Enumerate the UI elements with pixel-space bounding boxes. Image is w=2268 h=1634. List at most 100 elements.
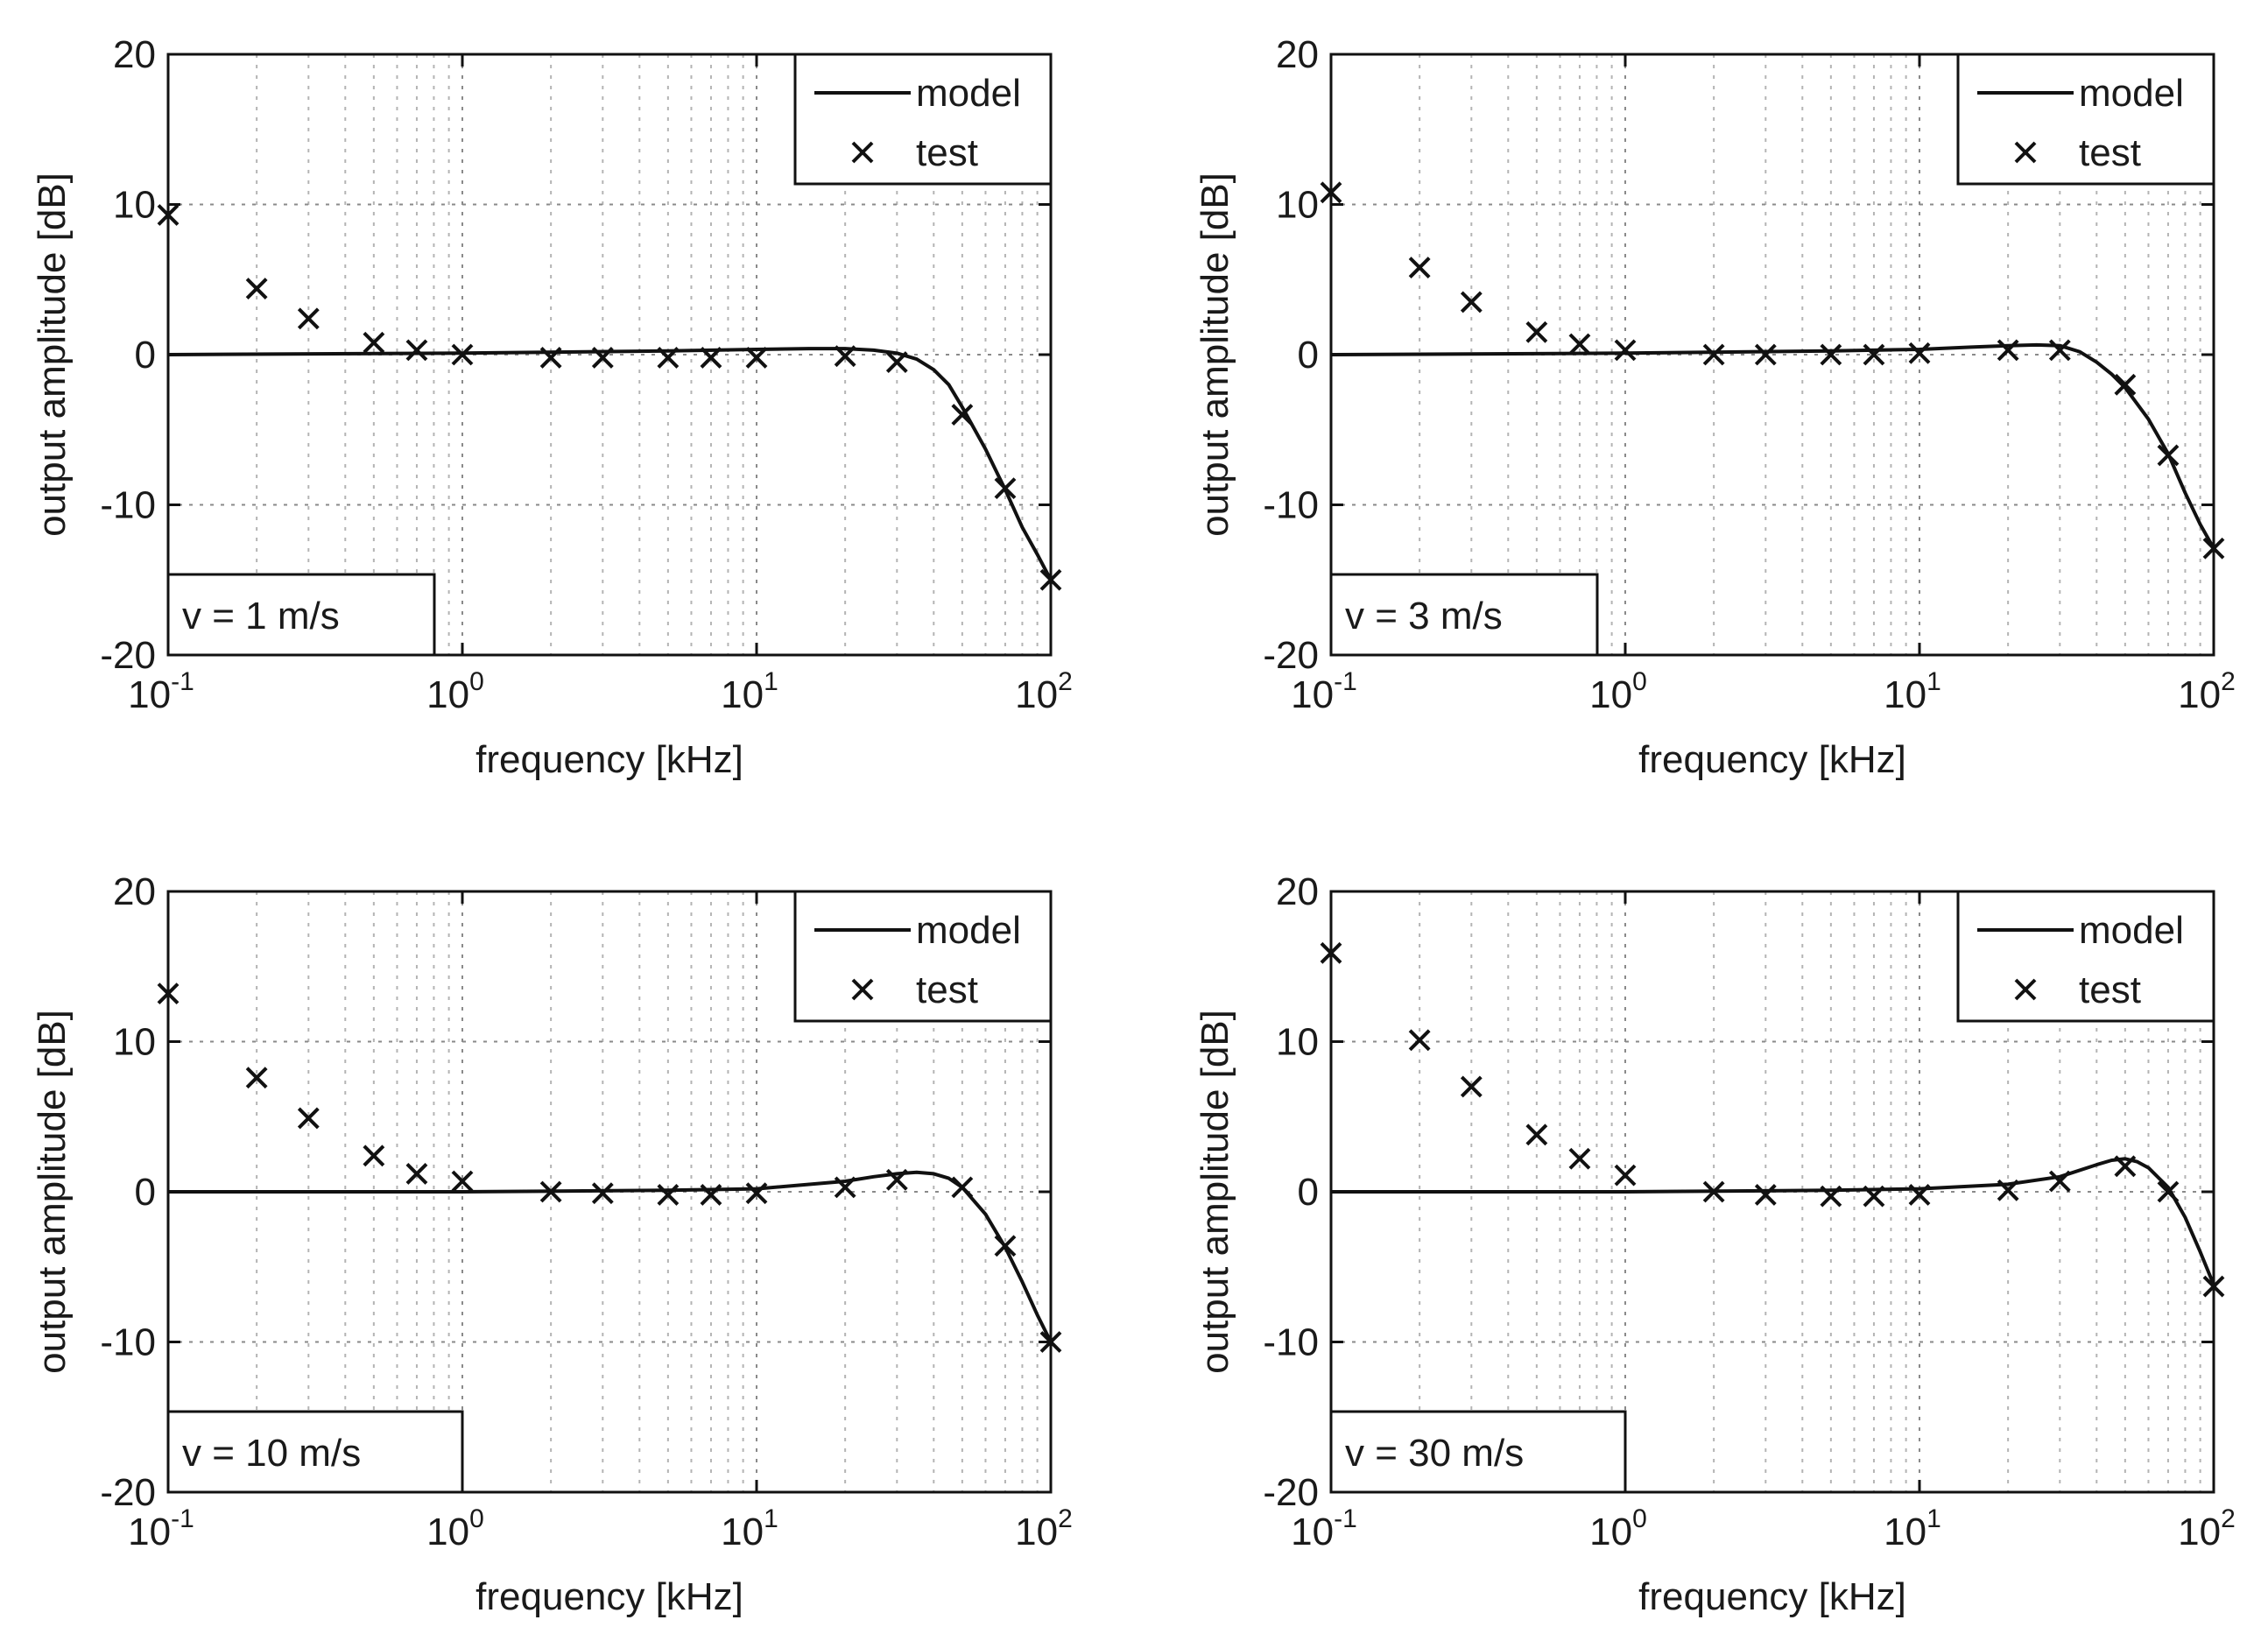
- legend-test-swatch: [851, 141, 874, 164]
- annotation-box: [166, 573, 436, 657]
- annotation-box: [1329, 573, 1599, 657]
- test-point: [1754, 343, 1777, 366]
- y-axis-label: output amplitude [dB]: [1194, 1010, 1236, 1374]
- x-tick-label: 100: [1589, 667, 1647, 716]
- test-point: [994, 477, 1017, 500]
- test-point: [1525, 1123, 1548, 1146]
- velocity-annotation: v = 10 m/s: [166, 1410, 464, 1494]
- y-tick-label: 0: [1298, 1171, 1319, 1214]
- legend-entry-test: test: [2079, 968, 2141, 1011]
- y-axis-label: output amplitude [dB]: [31, 1010, 74, 1374]
- y-tick-label: -20: [100, 634, 156, 677]
- y-tick-label: -20: [100, 1471, 156, 1514]
- velocity-annotation: v = 30 m/s: [1329, 1410, 1627, 1494]
- x-tick-label: 101: [721, 1504, 778, 1553]
- test-point: [885, 1168, 908, 1191]
- test-point: [1997, 1179, 2019, 1201]
- x-tick-label: 102: [2178, 667, 2236, 716]
- legend-entry-model: model: [916, 72, 1021, 115]
- y-tick-label: 0: [1298, 334, 1319, 377]
- annotation-text: v = 30 m/s: [1345, 1432, 1524, 1475]
- y-tick-label: -10: [100, 1321, 156, 1364]
- test-point: [1754, 1184, 1777, 1206]
- y-tick-label: 10: [1276, 184, 1319, 227]
- y-tick-label: -10: [100, 484, 156, 527]
- test-point: [297, 307, 320, 330]
- x-tick-label: 102: [2178, 1504, 2236, 1553]
- test-point: [834, 345, 856, 368]
- test-point: [1820, 343, 1842, 366]
- test-point: [405, 339, 428, 362]
- x-axis-label: frequency [kHz]: [475, 738, 743, 781]
- legend: model test: [1956, 53, 2215, 186]
- x-tick-label: 10-1: [128, 667, 194, 716]
- x-tick-label: 101: [721, 667, 778, 716]
- annotation-text: v = 10 m/s: [182, 1432, 361, 1475]
- series-line-model: [167, 347, 1053, 581]
- x-tick-label: 100: [1589, 1504, 1647, 1553]
- x-tick-label: 10-1: [128, 1504, 194, 1553]
- test-point: [451, 343, 474, 366]
- legend-box: [1956, 53, 2215, 186]
- legend-entry-test: test: [916, 968, 978, 1011]
- test-point: [1702, 1180, 1725, 1203]
- test-point: [951, 1176, 974, 1199]
- series-markers-test: [157, 983, 1062, 1353]
- y-tick-label: 0: [135, 1171, 156, 1214]
- test-point: [2048, 339, 2071, 362]
- test-point: [1408, 1029, 1431, 1052]
- y-tick-label: 20: [1276, 870, 1319, 913]
- test-point: [539, 1180, 562, 1203]
- test-point: [1997, 339, 2019, 362]
- test-point: [539, 347, 562, 369]
- legend-entry-test: test: [916, 131, 978, 174]
- x-axis-label: frequency [kHz]: [1638, 1575, 1906, 1618]
- test-point: [2157, 444, 2180, 467]
- series-markers-test: [1320, 941, 2225, 1298]
- test-point: [1908, 1184, 1931, 1206]
- test-point: [1568, 1147, 1591, 1170]
- legend: model test: [793, 890, 1053, 1023]
- test-point: [1863, 1185, 1885, 1208]
- legend-entry-model: model: [916, 909, 1021, 952]
- legend-test-swatch: [2014, 141, 2037, 164]
- legend-test-swatch: [851, 978, 874, 1001]
- test-point: [1568, 333, 1591, 356]
- test-point: [885, 351, 908, 373]
- test-point: [297, 1107, 320, 1130]
- series-line-model: [1331, 1157, 2215, 1286]
- y-tick-label: 10: [113, 1021, 156, 1064]
- test-point: [834, 1176, 856, 1199]
- test-point: [591, 1182, 614, 1205]
- test-point: [363, 331, 385, 354]
- y-tick-label: 10: [113, 184, 156, 227]
- test-point: [451, 1170, 474, 1193]
- y-axis-label: output amplitude [dB]: [31, 173, 74, 537]
- test-point: [2114, 1155, 2137, 1178]
- x-tick-label: 101: [1884, 1504, 1941, 1553]
- test-point: [657, 347, 680, 369]
- test-point: [245, 278, 268, 299]
- test-point: [994, 1235, 1017, 1257]
- test-point: [363, 1145, 385, 1167]
- y-tick-label: -10: [1263, 1321, 1319, 1364]
- y-tick-label: 20: [113, 870, 156, 913]
- x-tick-label: 100: [426, 667, 484, 716]
- test-point: [657, 1184, 680, 1206]
- x-tick-label: 100: [426, 1504, 484, 1553]
- test-point: [1460, 1075, 1483, 1098]
- series-markers-test: [1320, 181, 2225, 560]
- test-point: [245, 1067, 268, 1089]
- legend-box: [1956, 890, 2215, 1023]
- y-tick-label: -20: [1263, 634, 1319, 677]
- test-point: [1820, 1185, 1842, 1208]
- annotation-box: [166, 1410, 464, 1494]
- x-tick-label: 101: [1884, 667, 1941, 716]
- legend: model test: [1956, 890, 2215, 1023]
- test-point: [1460, 291, 1483, 313]
- test-point: [700, 347, 722, 369]
